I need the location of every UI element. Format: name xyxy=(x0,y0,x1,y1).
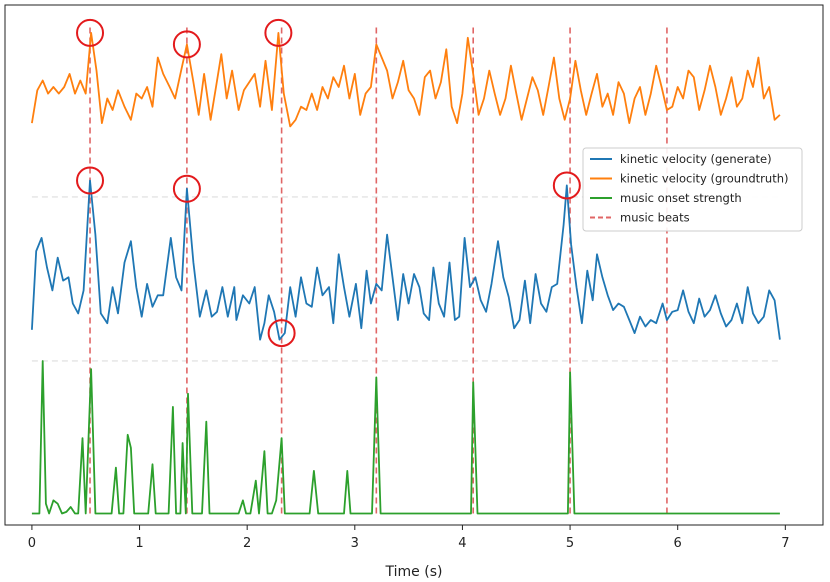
x-tick-label: 2 xyxy=(243,536,251,551)
legend-label: music beats xyxy=(620,211,690,225)
x-tick-label: 5 xyxy=(566,536,574,551)
series-line-kinetic-velocity-groundtruth xyxy=(31,32,781,128)
x-axis-ticks: 0 1 2 3 4 5 6 7 xyxy=(28,525,789,551)
highlight-circle xyxy=(172,30,201,59)
highlight-circle xyxy=(264,18,293,47)
x-axis-label: Time (s) xyxy=(385,564,443,580)
series-line-music-onset-strength xyxy=(31,360,780,515)
legend-frame xyxy=(582,147,803,232)
highlight-circle xyxy=(76,166,105,195)
legend: kinetic velocity (generate) kinetic veloc… xyxy=(582,147,803,232)
series-lines xyxy=(31,32,781,515)
highlight-circle xyxy=(267,319,296,348)
series-line-kinetic-velocity-generate xyxy=(31,179,781,341)
plot-area xyxy=(4,4,824,526)
x-tick-label: 0 xyxy=(28,536,36,551)
highlight-circle xyxy=(76,18,105,47)
x-tick-label: 1 xyxy=(135,536,143,551)
x-tick-label: 7 xyxy=(781,536,789,551)
highlight-circle xyxy=(172,174,201,203)
highlight-circle xyxy=(552,171,581,200)
highlight-circles xyxy=(76,18,581,348)
x-tick-label: 4 xyxy=(458,536,466,551)
x-tick-label: 6 xyxy=(674,536,682,551)
x-tick-label: 3 xyxy=(351,536,359,551)
legend-label: kinetic velocity (generate) xyxy=(620,152,772,166)
legend-label: music onset strength xyxy=(620,191,742,205)
legend-label: kinetic velocity (groundtruth) xyxy=(620,172,789,186)
